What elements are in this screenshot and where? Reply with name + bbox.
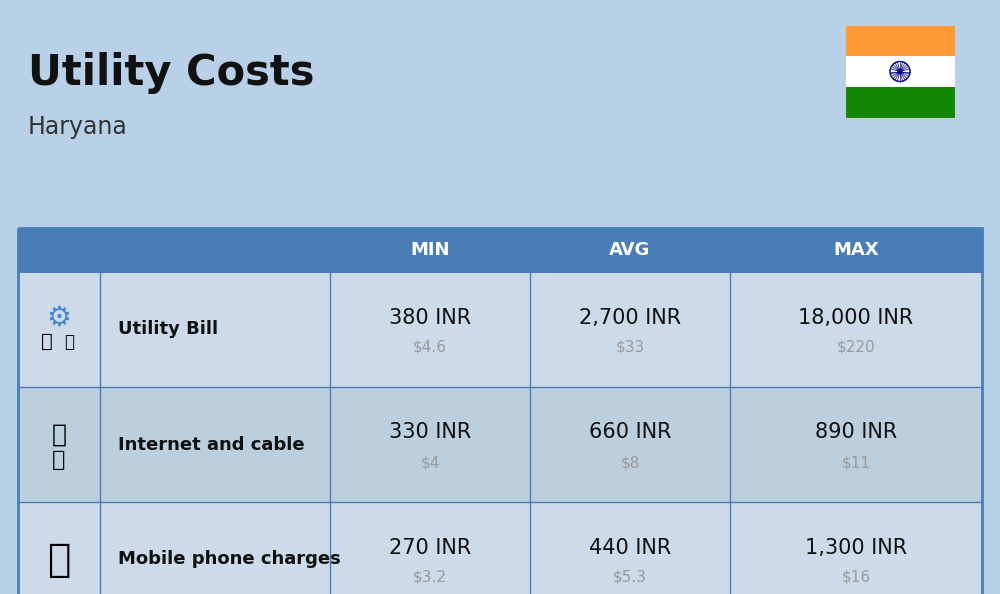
Text: $8: $8: [620, 455, 640, 470]
Text: Haryana: Haryana: [28, 115, 128, 139]
Text: $3.2: $3.2: [413, 570, 447, 585]
Text: Mobile phone charges: Mobile phone charges: [118, 551, 341, 568]
Text: $220: $220: [837, 340, 875, 355]
Text: 📱: 📱: [47, 541, 71, 579]
Text: AVG: AVG: [609, 241, 651, 259]
Text: 890 INR: 890 INR: [815, 422, 897, 443]
Text: $5.3: $5.3: [613, 570, 647, 585]
Text: Internet and cable: Internet and cable: [118, 435, 305, 453]
Text: 🖨: 🖨: [52, 450, 66, 469]
Bar: [18, 228, 982, 594]
Text: 440 INR: 440 INR: [589, 538, 671, 558]
Text: 270 INR: 270 INR: [389, 538, 471, 558]
Text: 1,300 INR: 1,300 INR: [805, 538, 907, 558]
Text: $33: $33: [615, 340, 645, 355]
Bar: [845, 87, 955, 118]
Bar: [18, 272, 982, 387]
Text: 🔌: 🔌: [41, 332, 53, 351]
Text: 330 INR: 330 INR: [389, 422, 471, 443]
Bar: [18, 502, 982, 594]
Text: 📦: 📦: [64, 333, 74, 350]
Text: Utility Bill: Utility Bill: [118, 321, 218, 339]
Text: $11: $11: [842, 455, 870, 470]
Text: MAX: MAX: [833, 241, 879, 259]
Text: 📶: 📶: [52, 422, 66, 447]
Bar: [845, 25, 955, 56]
Bar: [18, 387, 982, 502]
Text: ⚙: ⚙: [47, 304, 71, 331]
Bar: [845, 25, 955, 118]
Text: 2,700 INR: 2,700 INR: [579, 308, 681, 327]
Text: Utility Costs: Utility Costs: [28, 52, 314, 94]
Text: 660 INR: 660 INR: [589, 422, 671, 443]
Text: $4: $4: [420, 455, 440, 470]
Circle shape: [898, 69, 902, 74]
Text: 18,000 INR: 18,000 INR: [798, 308, 914, 327]
Text: $16: $16: [841, 570, 871, 585]
Bar: [845, 56, 955, 87]
Text: 380 INR: 380 INR: [389, 308, 471, 327]
Text: MIN: MIN: [410, 241, 450, 259]
Text: $4.6: $4.6: [413, 340, 447, 355]
Bar: [18, 228, 982, 272]
